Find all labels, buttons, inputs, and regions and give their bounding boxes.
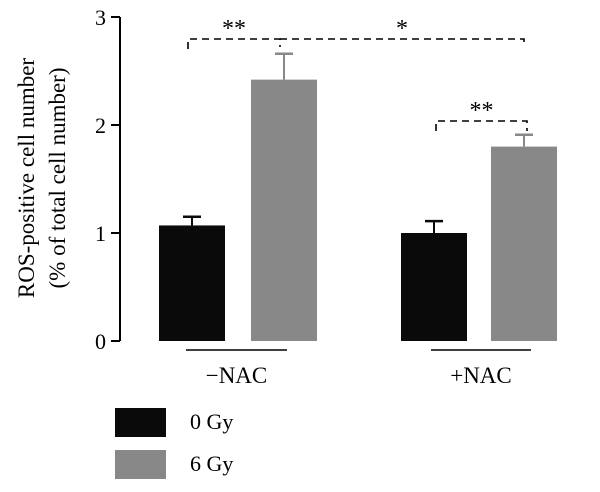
bar-plus-nac-6gy bbox=[491, 146, 557, 341]
y-tick-label-3: 3 bbox=[95, 5, 106, 30]
y-axis-label-line2: (% of total cell number) bbox=[45, 68, 70, 289]
sig-bracket-6gy-label: * bbox=[396, 16, 408, 42]
bars: −NAC +NAC bbox=[159, 52, 557, 388]
sig-bracket-6gy bbox=[280, 38, 525, 47]
y-axis-label-line1: ROS-positive cell number bbox=[14, 58, 39, 299]
legend-item-6gy: 6 Gy bbox=[115, 449, 234, 479]
legend-swatch-0gy bbox=[115, 407, 166, 437]
legend-swatch-6gy bbox=[115, 449, 166, 479]
sig-bracket-plus-nac bbox=[435, 120, 528, 131]
y-tick-label-2: 2 bbox=[95, 113, 106, 138]
group-label: −NAC bbox=[206, 363, 268, 388]
bar-minus-nac-0gy bbox=[159, 225, 225, 341]
legend-item-0gy: 0 Gy bbox=[115, 407, 234, 437]
bar-minus-nac-6gy bbox=[251, 79, 317, 341]
y-tick-label-0: 0 bbox=[95, 329, 106, 354]
y-tick-label-1: 1 bbox=[95, 221, 106, 246]
legend: 0 Gy 6 Gy bbox=[115, 407, 234, 492]
bar-plus-nac-0gy bbox=[401, 233, 467, 341]
sig-bracket-minus-nac bbox=[187, 38, 281, 49]
sig-bracket-minus-nac-label: ** bbox=[222, 16, 246, 42]
group-label: +NAC bbox=[450, 363, 512, 388]
legend-label-6gy: 6 Gy bbox=[190, 451, 234, 476]
sig-bracket-plus-nac-label: ** bbox=[470, 98, 494, 124]
significance-annotations: ** *** bbox=[187, 16, 528, 131]
axes: 0 1 2 3 bbox=[95, 5, 121, 354]
legend-label-0gy: 0 Gy bbox=[190, 409, 234, 434]
